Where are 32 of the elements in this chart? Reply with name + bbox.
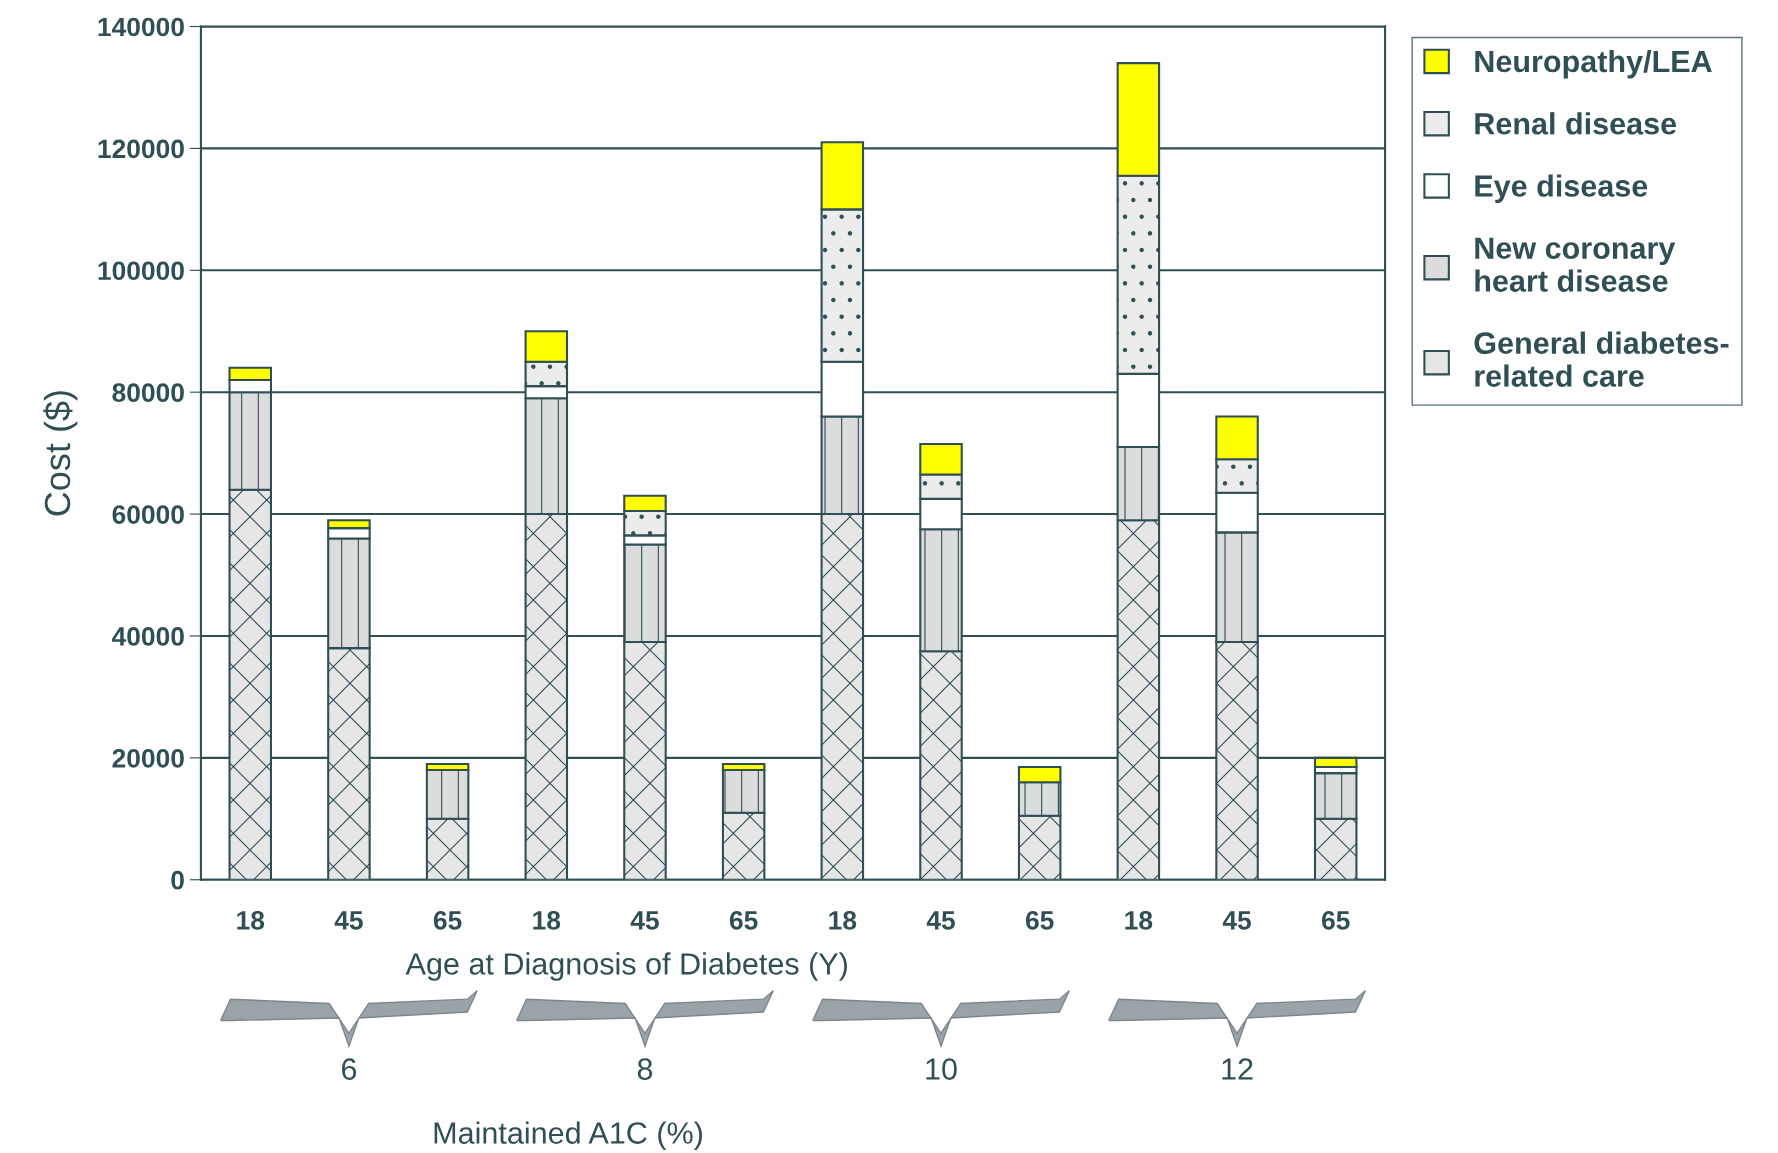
- x-tick-label: 65: [1025, 910, 1054, 930]
- y-tick-label: 40000: [111, 627, 184, 646]
- x-tick-label: 65: [433, 910, 462, 930]
- text: Maintained A1C (%): [434, 1121, 702, 1150]
- legend-label: Renal disease: [1475, 112, 1677, 135]
- x-tick-label: 18: [829, 910, 857, 930]
- x-tick-label: 45: [630, 911, 659, 930]
- y-axis-title: Cost ($): [43, 391, 78, 516]
- text: 12: [1222, 1058, 1253, 1080]
- legend-label: New coronary heart disease: [1475, 237, 1676, 292]
- x-tick-label: 18: [533, 910, 561, 930]
- legend-label: Neuropathy/LEA: [1475, 49, 1712, 79]
- text: 8: [637, 1058, 653, 1080]
- legend-label: Eye disease: [1475, 174, 1648, 203]
- y-tick-label: 140000: [98, 17, 184, 37]
- legend-label: General diabetes-related care: [1474, 331, 1729, 387]
- y-tick-label: 120000: [98, 139, 184, 159]
- text: 10: [926, 1058, 957, 1080]
- x-tick-label: 65: [729, 910, 758, 930]
- y-tick-label: 20000: [112, 748, 184, 768]
- x-tick-label: 65: [1322, 910, 1350, 930]
- x-tick-label: 45: [334, 911, 363, 930]
- y-tick-label: 80000: [112, 383, 184, 403]
- y-tick-label: 0: [171, 870, 184, 890]
- x-tick-label: 45: [1222, 911, 1251, 930]
- y-tick-label: 60000: [112, 505, 184, 524]
- x-tick-label: 18: [1125, 910, 1153, 930]
- x-axis-title: Age at Diagnosis of Diabetes (Y): [405, 952, 847, 981]
- text: 6: [341, 1058, 357, 1080]
- x-tick-label: 45: [926, 911, 955, 930]
- y-tick-label: 100000: [98, 261, 184, 281]
- x-tick-label: 18: [237, 910, 265, 930]
